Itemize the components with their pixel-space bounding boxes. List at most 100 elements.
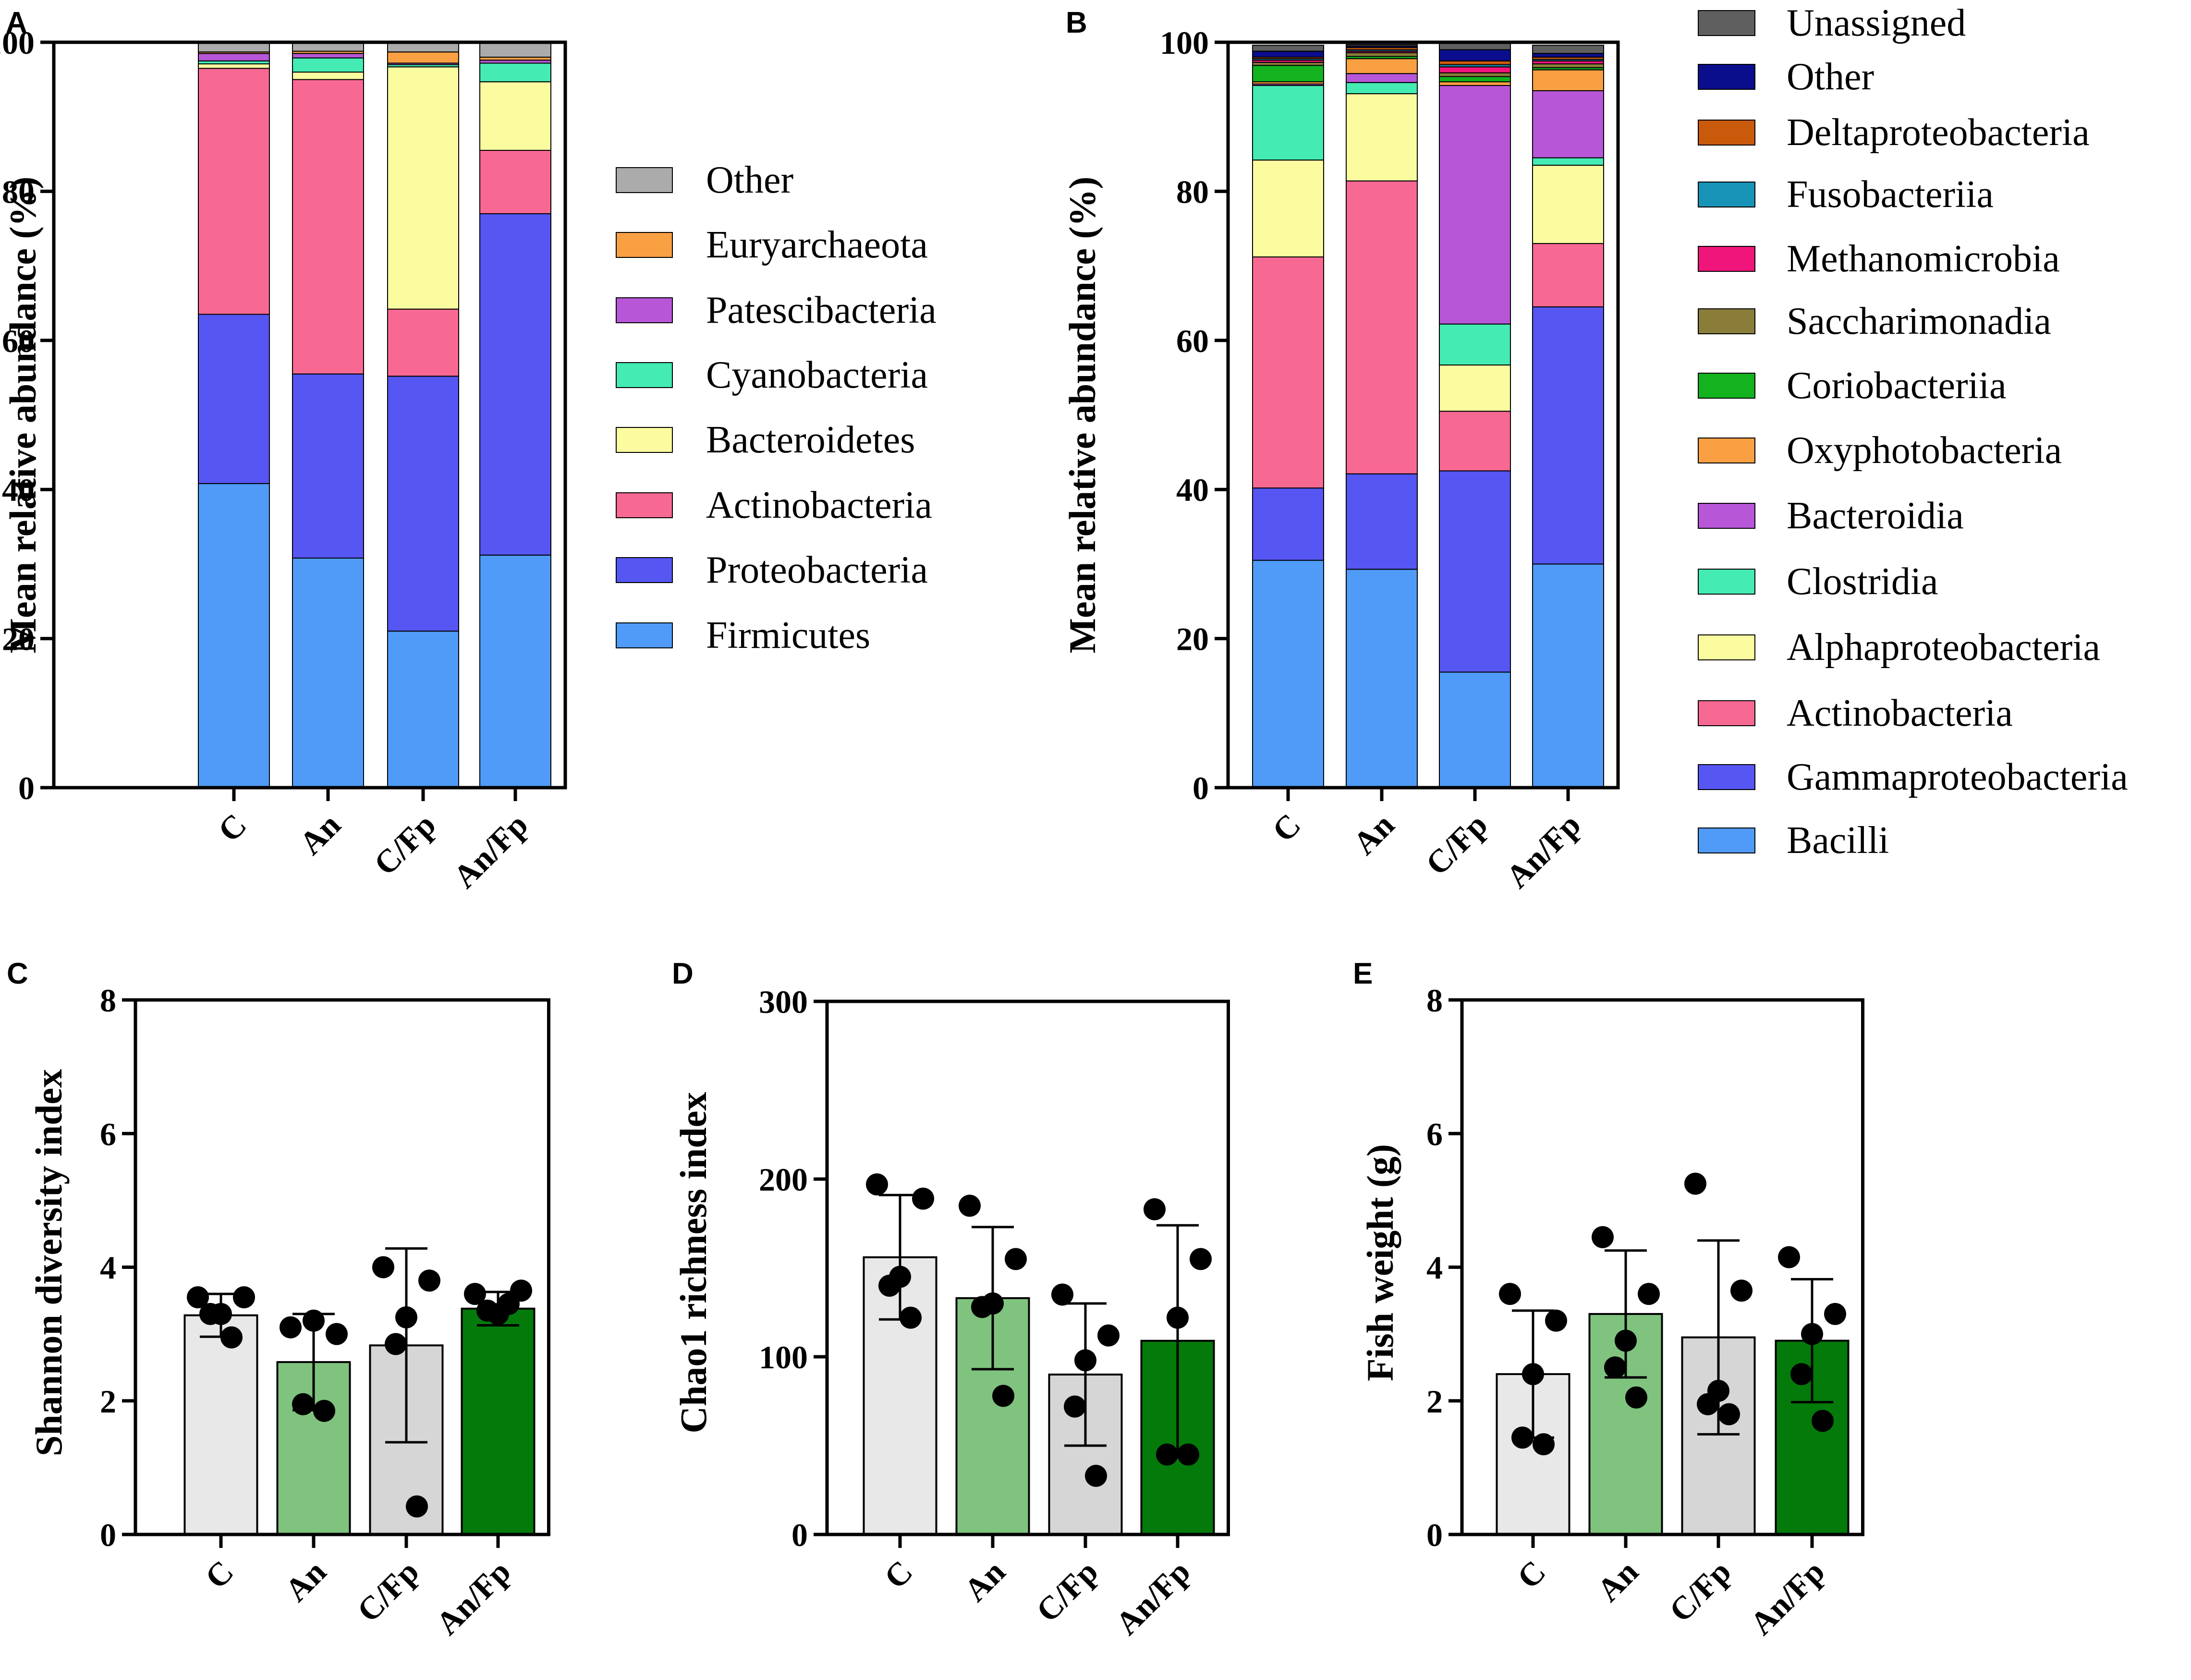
data-point	[1064, 1395, 1086, 1418]
data-point	[1144, 1198, 1166, 1220]
panel-c: C Shannon diversity index 0 2 4 6 8 C An C/Fp An/F…	[7, 957, 550, 1642]
legend-item: Methanomicrobia	[1698, 238, 2060, 280]
bar-segment	[1346, 473, 1418, 570]
y-tick-label: 8	[100, 982, 116, 1019]
y-tick-label: 60	[2, 323, 35, 359]
data-point	[878, 1275, 901, 1297]
y-tick-label: 4	[1426, 1250, 1443, 1286]
data-point	[1533, 1433, 1555, 1456]
y-tick-label: 100	[759, 1339, 808, 1376]
y-axis-title: Chao1 richness index	[672, 1092, 714, 1434]
legend-item: Fusobacteriia	[1698, 173, 1994, 216]
x-tick-label: C/Fp	[367, 806, 443, 882]
legend-swatch	[1698, 764, 1755, 790]
data-point	[1005, 1248, 1027, 1270]
legend-swatch	[1698, 373, 1755, 399]
x-tick-label: An	[957, 1553, 1012, 1608]
bar-segment	[292, 72, 364, 80]
data-point	[900, 1306, 922, 1329]
bar-segment	[198, 314, 270, 484]
y-tick-label: 80	[2, 173, 35, 210]
y-tick-label: 0	[1193, 770, 1209, 806]
data-point	[498, 1293, 520, 1315]
bar-segment	[387, 631, 459, 788]
bar-segment	[1532, 157, 1604, 166]
bar-segment	[479, 81, 551, 151]
bar-segment	[1532, 53, 1604, 58]
legend-label: Other	[1787, 56, 1874, 98]
legend-item: Saccharimonadia	[1698, 300, 2051, 342]
y-tick-label: 4	[100, 1250, 116, 1286]
y-tick-label: 300	[759, 984, 808, 1020]
bar-segment	[1439, 49, 1511, 61]
legend-item: Unassigned	[1698, 2, 1966, 44]
x-tick-label: C/Fp	[1662, 1553, 1738, 1629]
data-point	[1167, 1306, 1189, 1329]
bar-segment	[479, 42, 551, 58]
bar	[461, 1307, 536, 1536]
bar-segment	[479, 62, 551, 83]
legend-label: Oxyphotobacteria	[1787, 429, 2062, 472]
bar-segment	[198, 53, 270, 61]
bar-segment	[387, 308, 459, 377]
legend-item: Alphaproteobacteria	[1698, 626, 2100, 669]
data-point	[220, 1326, 243, 1349]
bar-segment	[479, 213, 551, 556]
legend-label: Clostridia	[1787, 560, 1938, 603]
x-tick-label: An	[1346, 806, 1401, 862]
y-tick-label: 200	[759, 1161, 808, 1198]
bar-segment	[1346, 52, 1418, 57]
x-tick-label: C	[1510, 1553, 1552, 1595]
bar-segment	[1252, 560, 1324, 788]
legend-swatch	[1698, 828, 1755, 853]
y-tick-label: 40	[2, 472, 35, 508]
legend-label: Actinobacteria	[1787, 692, 2013, 734]
legend-item: Clostridia	[1698, 560, 1938, 603]
legend-swatch	[616, 232, 673, 258]
data-point	[1778, 1246, 1800, 1268]
legend-item: Bacteroidetes	[616, 419, 915, 461]
y-tick-label: 8	[1426, 982, 1443, 1019]
legend-item: Bacteroidia	[1698, 495, 1964, 537]
data-point	[476, 1299, 499, 1322]
bar-segment	[1252, 256, 1324, 489]
y-tick-label: 100	[1160, 24, 1209, 61]
bar-segment	[1439, 671, 1511, 788]
data-point	[418, 1269, 440, 1292]
legend-item: Oxyphotobacteria	[1698, 429, 2062, 472]
data-point	[1684, 1172, 1706, 1195]
bar-segment	[1346, 82, 1418, 95]
panel-letter: A	[6, 6, 27, 39]
legend-swatch	[616, 492, 673, 518]
legend-item: Patescibacteria	[616, 289, 937, 331]
legend-item: Other	[616, 159, 793, 201]
y-tick-label: 40	[1176, 472, 1209, 508]
data-point	[1824, 1303, 1846, 1325]
bar-segment	[1532, 243, 1604, 307]
legend-item: Actinobacteria	[616, 484, 932, 526]
legend-swatch	[616, 427, 673, 453]
legend-label: Saccharimonadia	[1787, 300, 2051, 342]
bar-segment	[1532, 69, 1604, 91]
legend-swatch	[1698, 10, 1755, 36]
panel-letter: C	[7, 957, 28, 990]
legend-swatch	[616, 297, 673, 323]
data-point	[1718, 1403, 1740, 1425]
x-tick-label: C/Fp	[350, 1553, 426, 1629]
data-point	[912, 1187, 934, 1210]
y-axis-title: Fish weight (g)	[1359, 1144, 1401, 1381]
legend-label: Bacteroidetes	[706, 419, 915, 461]
bar-segment	[479, 150, 551, 214]
bar-segment	[479, 554, 551, 788]
x-tick-label: An/Fp	[1108, 1553, 1197, 1642]
bar-segment	[1532, 306, 1604, 565]
bar-segment	[1346, 58, 1418, 74]
data-point	[1801, 1323, 1823, 1345]
bar-segment	[1439, 76, 1511, 83]
x-tick-label: An/Fp	[446, 806, 535, 895]
bar-segment	[1252, 85, 1324, 161]
panel-letter: B	[1066, 6, 1087, 39]
data-point	[1511, 1426, 1534, 1449]
x-tick-label: An	[278, 1553, 333, 1608]
data-point	[199, 1303, 221, 1325]
